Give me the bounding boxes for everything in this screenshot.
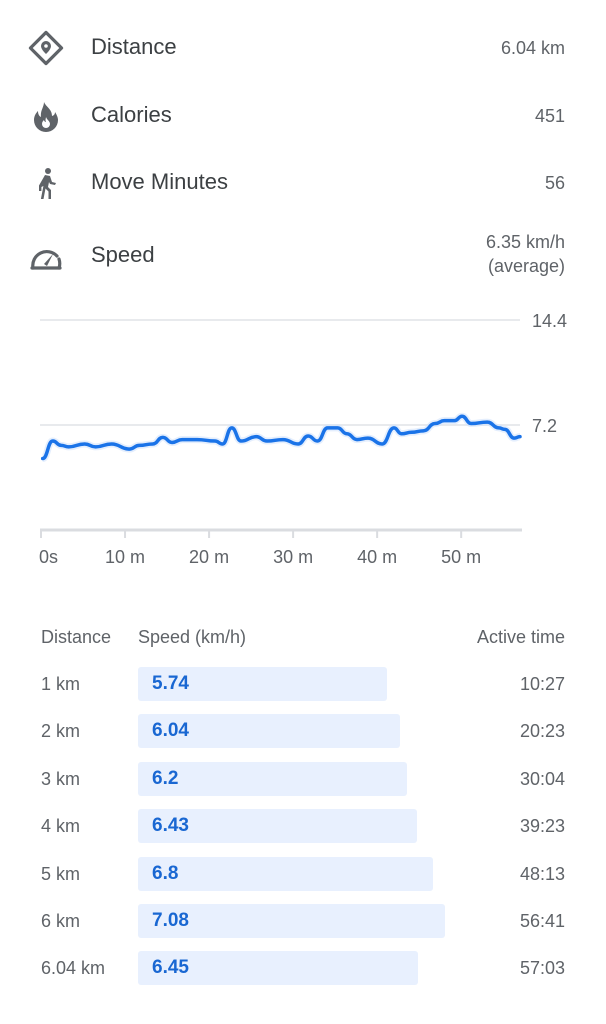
speed-line [40,414,522,461]
split-distance: 6.04 km [41,958,106,979]
fire-icon [34,102,58,132]
split-speed: 6.45 [152,957,189,979]
stat-label: Speed [91,242,155,267]
x-tick-label: 40 m [357,547,397,567]
stat-value: 6.04 km [500,38,565,58]
split-row: 4 km 6.43 39:23 [0,806,606,846]
stat-label: Calories [91,102,172,127]
split-distance: 4 km [41,816,81,837]
split-speed-bar [138,856,434,891]
split-speed: 6.43 [152,815,189,837]
speed-chart: 14.4 7.2 0s 10 m 20 m 30 m 40 m 50 m [39,311,567,567]
stat-distance: Distance 6.04 km [0,22,606,72]
x-tick-label: 0s [39,547,58,567]
split-active-time: 57:03 [519,958,565,979]
split-distance: 5 km [41,863,81,884]
header-distance: Distance [41,627,112,647]
split-row: 2 km 6.04 20:23 [0,711,606,751]
split-distance: 3 km [41,768,81,789]
y-tick-label: 7.2 [532,416,557,436]
stat-label: Distance [91,34,177,59]
stat-value: 6.35 km/h (average) [486,230,565,278]
split-row: 1 km 5.74 10:27 [0,664,606,704]
x-tick-label: 20 m [189,547,229,567]
split-active-time: 20:23 [519,721,565,742]
split-active-time: 10:27 [519,674,565,694]
split-speed-bar [138,951,418,986]
split-distance: 1 km [41,674,81,694]
stat-move-minutes: Move Minutes 56 [0,157,606,207]
split-active-time: 48:13 [519,863,565,884]
split-speed: 5.74 [152,673,189,694]
stat-value: 56 [544,173,565,193]
average-note: (average) [487,256,565,276]
split-distance: 2 km [41,721,81,742]
split-row: 6.04 km 6.45 57:03 [0,948,606,988]
distance-diamond-pin-icon [28,30,64,66]
split-distance: 6 km [41,911,81,931]
x-tick-label: 30 m [273,547,313,567]
split-speed-bar [138,904,446,938]
split-speed-bar [138,714,401,749]
walking-person-icon [39,168,56,199]
header-active-time: Active time [476,627,565,647]
split-speed: 7.08 [152,910,189,931]
speedometer-icon [30,249,62,270]
split-row: 3 km 6.2 30:04 [0,759,606,799]
split-active-time: 39:23 [519,816,565,837]
speed-line-band [41,412,521,463]
split-speed: 6.2 [152,767,179,789]
split-speed-bar [138,809,418,844]
split-row: 6 km 7.08 56:41 [0,901,606,941]
split-speed-bar [138,761,408,796]
average-speed: 6.35 km/h [485,232,565,252]
split-active-time: 56:41 [519,911,565,931]
stat-speed: Speed 6.35 km/h (average) [0,230,606,280]
split-active-time: 30:04 [519,768,565,789]
header-speed: Speed (km/h) [138,627,247,647]
stat-calories: Calories 451 [0,90,606,140]
split-row: 5 km 6.8 48:13 [0,854,606,894]
x-tick-label: 10 m [105,547,145,567]
stat-value: 451 [534,106,565,126]
y-tick-label: 14.4 [532,311,567,331]
stat-label: Move Minutes [91,169,228,194]
x-tick-label: 50 m [441,547,481,567]
split-speed-bar [138,667,388,701]
split-speed: 6.04 [152,720,189,742]
split-speed: 6.8 [152,862,179,884]
